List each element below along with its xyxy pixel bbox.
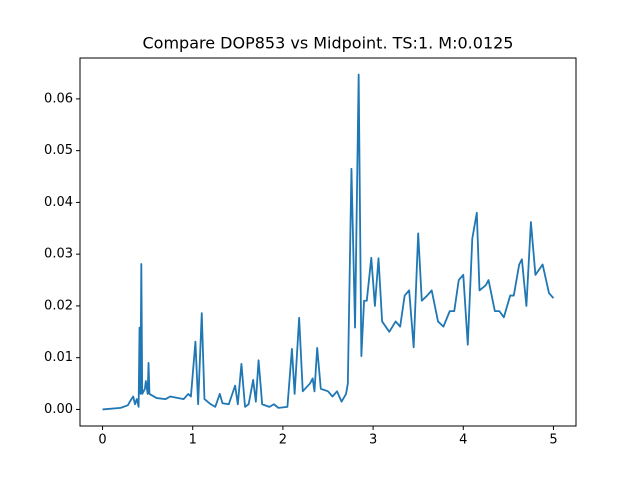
y-tick-label: 0.00 [44, 402, 73, 417]
axes-frame [79, 57, 577, 427]
y-tick-label: 0.02 [44, 298, 73, 313]
chart-title: Compare DOP853 vs Midpoint. TS:1. M:0.01… [143, 34, 514, 53]
line-series [102, 73, 555, 411]
y-tick-label: 0.01 [44, 350, 73, 365]
x-tick-label: 3 [369, 433, 377, 448]
x-tick-label: 5 [549, 433, 557, 448]
y-tick-label: 0.03 [44, 247, 73, 262]
x-tick-label: 2 [279, 433, 287, 448]
x-tick-label: 0 [98, 433, 106, 448]
x-tick-label: 1 [189, 433, 197, 448]
x-tick-label: 4 [459, 433, 467, 448]
y-tick-label: 0.06 [44, 91, 73, 106]
y-tick-label: 0.05 [44, 143, 73, 158]
y-tick-label: 0.04 [44, 195, 73, 210]
